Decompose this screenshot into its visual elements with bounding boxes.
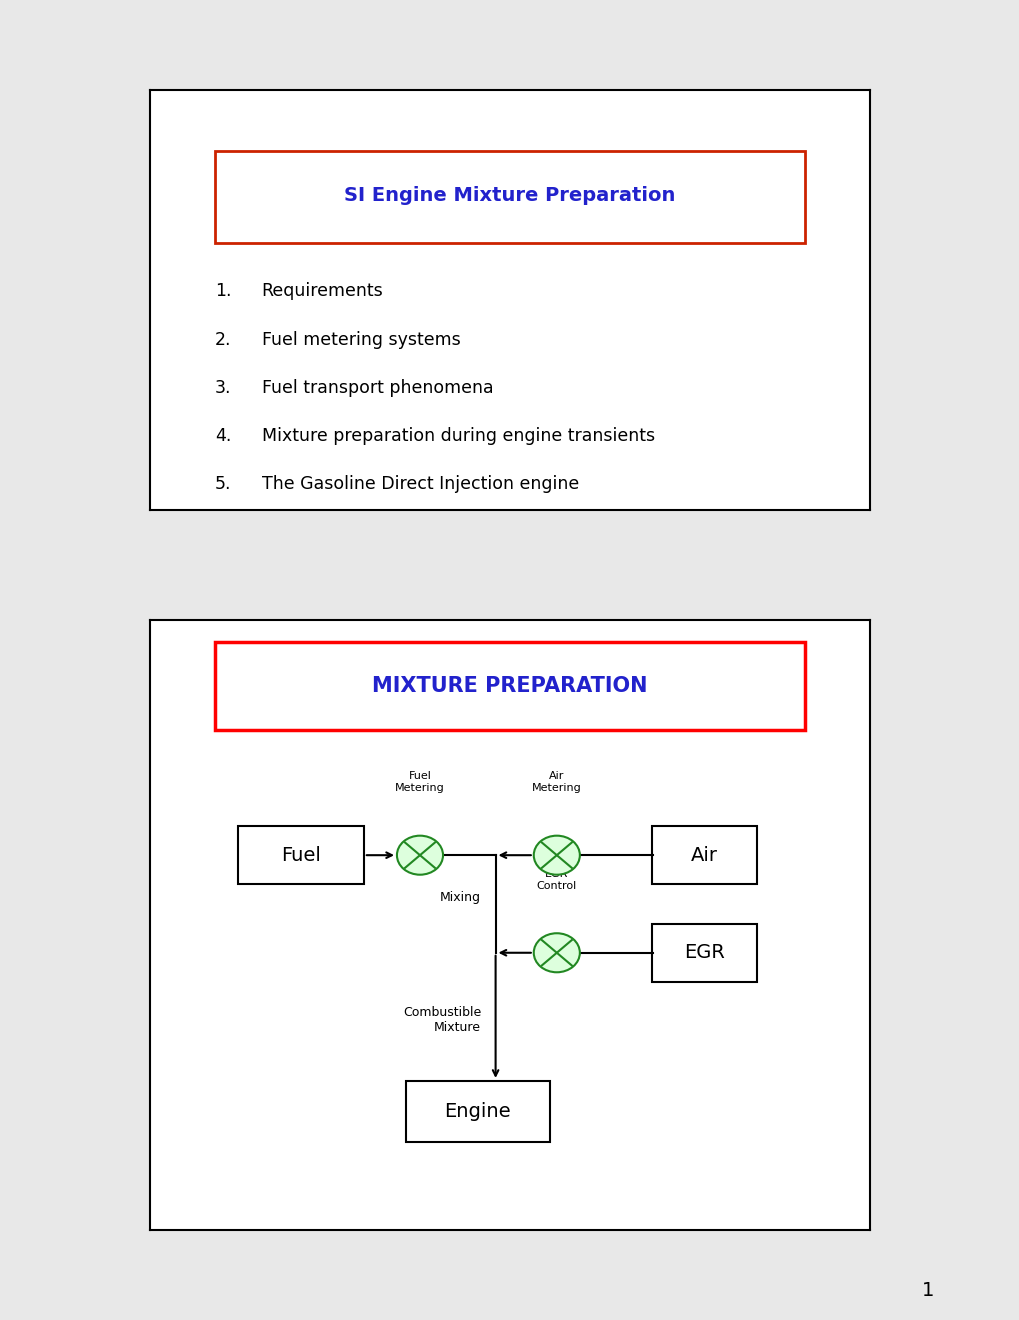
- Text: Requirements: Requirements: [261, 282, 383, 300]
- Text: EGR
Control: EGR Control: [536, 869, 577, 891]
- Text: Fuel transport phenomena: Fuel transport phenomena: [261, 379, 493, 397]
- Text: 1: 1: [921, 1282, 933, 1300]
- Text: Air: Air: [690, 846, 717, 865]
- Text: SI Engine Mixture Preparation: SI Engine Mixture Preparation: [344, 186, 675, 205]
- FancyBboxPatch shape: [237, 826, 364, 884]
- Text: 5.: 5.: [215, 475, 231, 494]
- Circle shape: [533, 933, 579, 973]
- Text: Fuel: Fuel: [281, 846, 321, 865]
- Text: 4.: 4.: [215, 428, 231, 445]
- Text: Mixing: Mixing: [440, 891, 481, 904]
- Circle shape: [533, 836, 579, 875]
- Text: Combustible
Mixture: Combustible Mixture: [403, 1006, 481, 1034]
- Text: 2.: 2.: [215, 330, 231, 348]
- FancyBboxPatch shape: [651, 826, 756, 884]
- Text: EGR: EGR: [684, 944, 725, 962]
- Text: Fuel metering systems: Fuel metering systems: [261, 330, 460, 348]
- Text: Engine: Engine: [444, 1102, 511, 1121]
- Text: 1.: 1.: [215, 282, 231, 300]
- FancyBboxPatch shape: [651, 924, 756, 982]
- Circle shape: [396, 836, 442, 875]
- FancyBboxPatch shape: [215, 642, 804, 730]
- Text: The Gasoline Direct Injection engine: The Gasoline Direct Injection engine: [261, 475, 578, 494]
- Text: Fuel
Metering: Fuel Metering: [394, 771, 444, 793]
- Text: MIXTURE PREPARATION: MIXTURE PREPARATION: [372, 676, 647, 696]
- Text: Mixture preparation during engine transients: Mixture preparation during engine transi…: [261, 428, 654, 445]
- FancyBboxPatch shape: [215, 150, 804, 243]
- Text: Air
Metering: Air Metering: [532, 771, 581, 793]
- Text: 3.: 3.: [215, 379, 231, 397]
- FancyBboxPatch shape: [406, 1081, 549, 1142]
